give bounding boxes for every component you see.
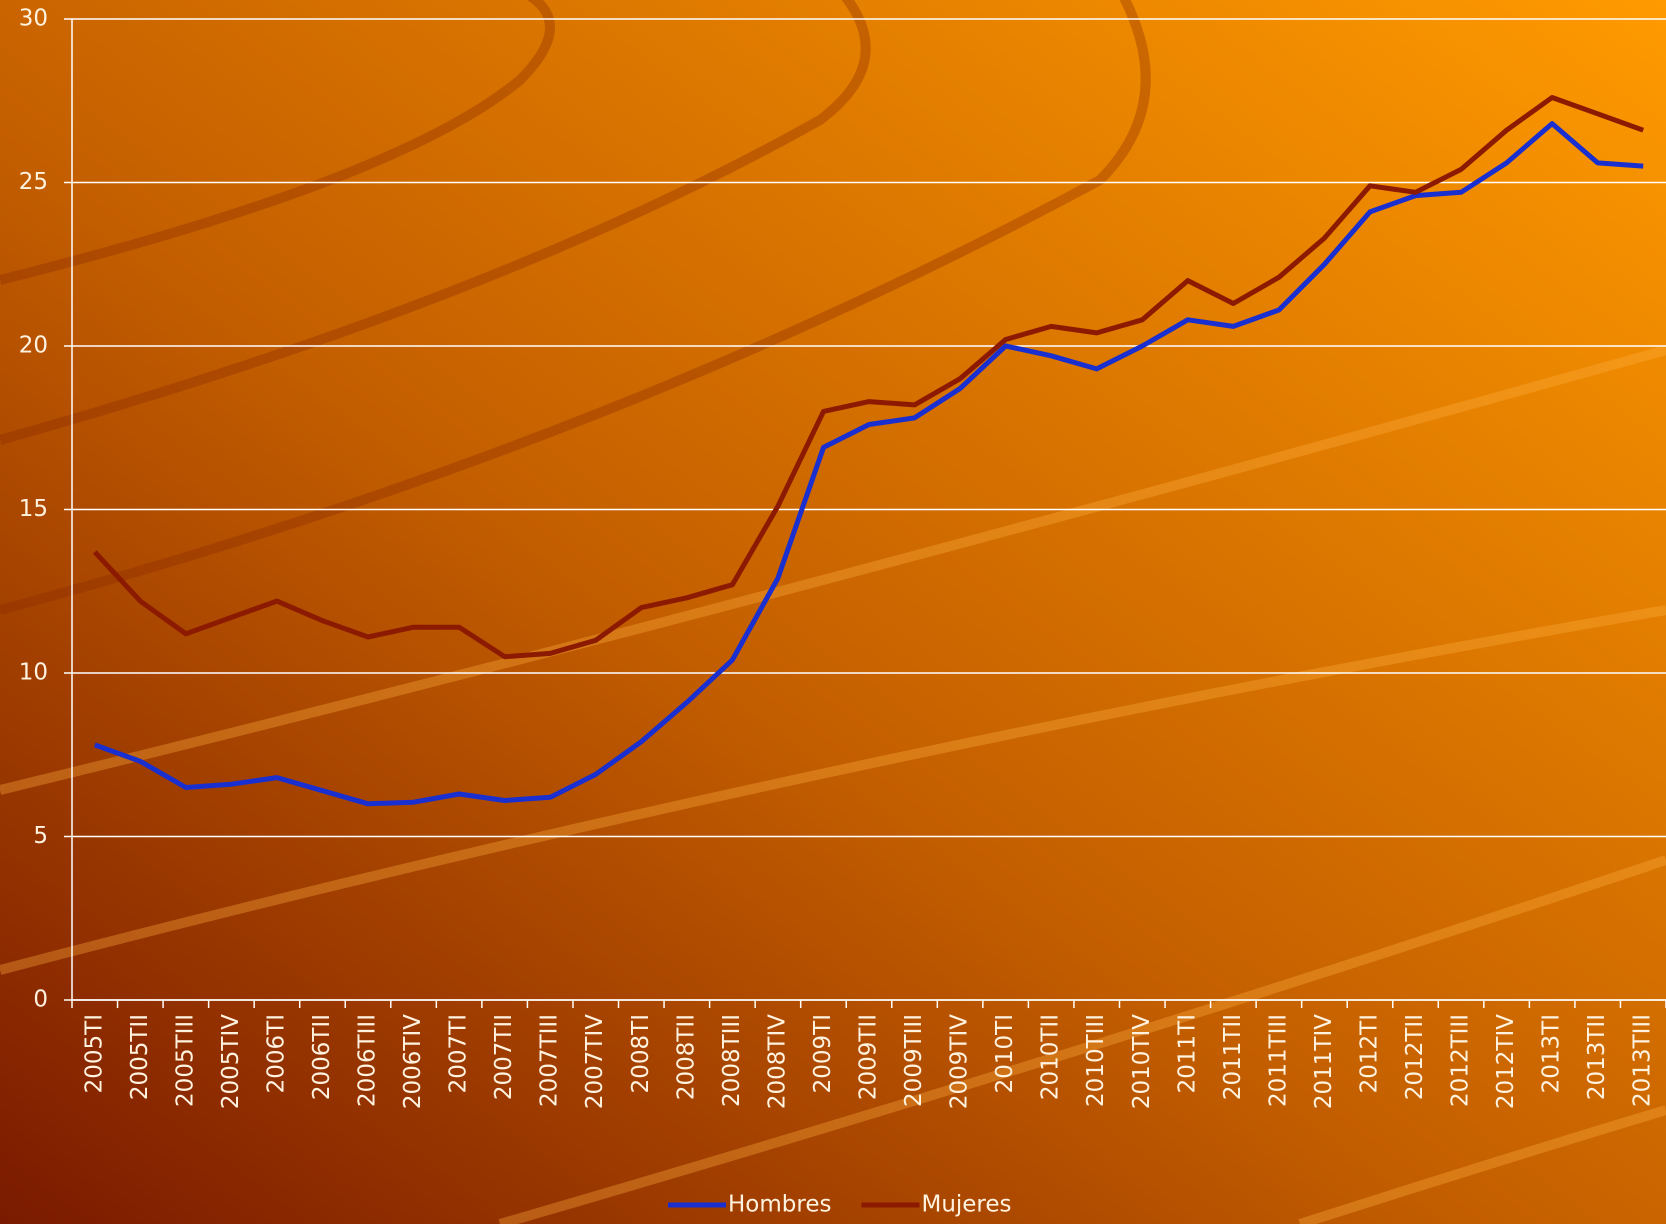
x-tick-label: 2013TII: [1584, 1014, 1610, 1100]
x-tick-label: 2012TIV: [1493, 1014, 1519, 1109]
x-tick-label: 2012TIII: [1448, 1014, 1474, 1107]
x-tick-label: 2009TI: [810, 1014, 836, 1093]
x-tick-label: 2006TIII: [355, 1014, 381, 1107]
x-tick-label: 2005TIV: [218, 1014, 244, 1109]
x-tick-label: 2008TII: [673, 1014, 699, 1100]
x-tick-label: 2009TIII: [901, 1014, 927, 1107]
x-tick-label: 2012TII: [1402, 1014, 1428, 1100]
x-tick-label: 2005TII: [127, 1014, 153, 1100]
x-tick-label: 2011TII: [1220, 1014, 1246, 1100]
x-tick-label: 2006TIV: [400, 1014, 426, 1109]
x-tick-label: 2008TIV: [764, 1014, 790, 1109]
x-tick-label: 2008TI: [628, 1014, 654, 1093]
x-tick-label: 2010TIII: [1083, 1014, 1109, 1107]
x-tick-label: 2011TIII: [1265, 1014, 1291, 1107]
x-tick-label: 2005TIII: [172, 1014, 198, 1107]
x-tick-label: 2011TI: [1174, 1014, 1200, 1093]
x-tick-label: 2012TI: [1356, 1014, 1382, 1093]
legend-label: Mujeres: [921, 1192, 1011, 1218]
x-tick-label: 2006TI: [263, 1014, 289, 1093]
x-tick-label: 2007TIII: [537, 1014, 563, 1107]
x-tick-label: 2006TII: [309, 1014, 335, 1100]
y-tick-label: 20: [19, 333, 48, 359]
x-tick-label: 2007TI: [446, 1014, 472, 1093]
x-tick-label: 2010TIV: [1129, 1014, 1155, 1109]
x-tick-label: 2013TIII: [1630, 1014, 1656, 1107]
x-tick-label: 2013TI: [1539, 1014, 1565, 1093]
legend-label: Hombres: [728, 1192, 831, 1218]
y-tick-label: 15: [19, 496, 48, 522]
x-tick-label: 2007TIV: [582, 1014, 608, 1109]
y-tick-label: 5: [33, 823, 48, 849]
x-tick-label: 2010TII: [1038, 1014, 1064, 1100]
x-tick-label: 2011TIV: [1311, 1014, 1337, 1109]
x-tick-label: 2007TII: [491, 1014, 517, 1100]
chart: 0 5 10 15 20 25 30 2005TI 2005TII 2005TIII 2005TIV…: [0, 0, 1666, 1224]
x-tick-label: 2009TII: [856, 1014, 882, 1100]
y-tick-label: 25: [19, 169, 48, 195]
x-tick-label: 2005TI: [81, 1014, 107, 1093]
x-tick-label: 2010TI: [992, 1014, 1018, 1093]
x-tick-label: 2008TIII: [719, 1014, 745, 1107]
x-tick-label: 2009TIV: [947, 1014, 973, 1109]
y-tick-label: 10: [19, 660, 48, 686]
y-tick-label: 30: [19, 6, 48, 32]
y-tick-label: 0: [33, 987, 48, 1013]
